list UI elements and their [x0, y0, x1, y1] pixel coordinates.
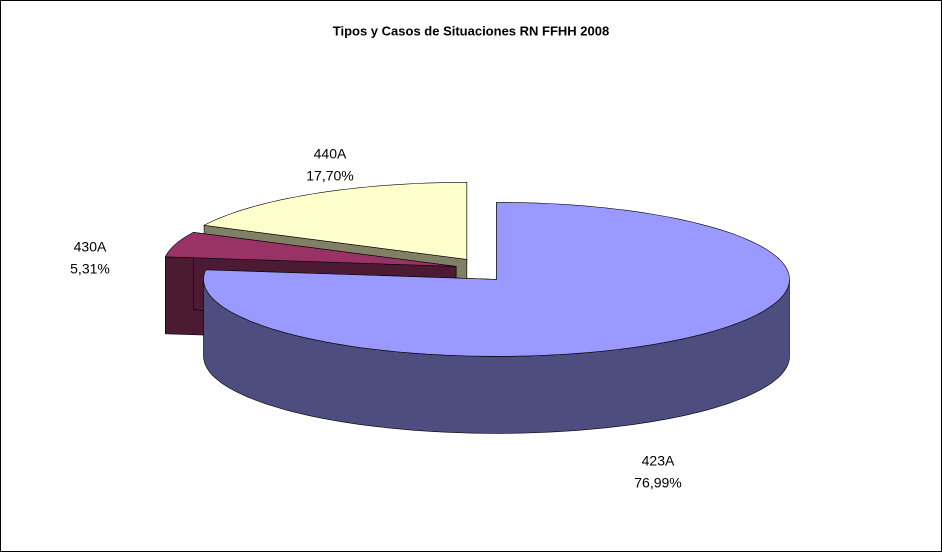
- chart-title: Tipos y Casos de Situaciones RN FFHH 200…: [333, 23, 609, 38]
- slice: [203, 202, 790, 357]
- slice: [203, 182, 468, 260]
- slice-value-label: 76,99%: [634, 475, 681, 491]
- slice: [164, 231, 457, 267]
- slice-value-label: 5,31%: [70, 261, 110, 277]
- slice: [203, 202, 790, 434]
- slice-label: 440A: [314, 146, 347, 162]
- slice-label: 430A: [74, 239, 107, 255]
- slice-label: 423A: [642, 453, 675, 469]
- slice-value-label: 17,70%: [306, 168, 353, 184]
